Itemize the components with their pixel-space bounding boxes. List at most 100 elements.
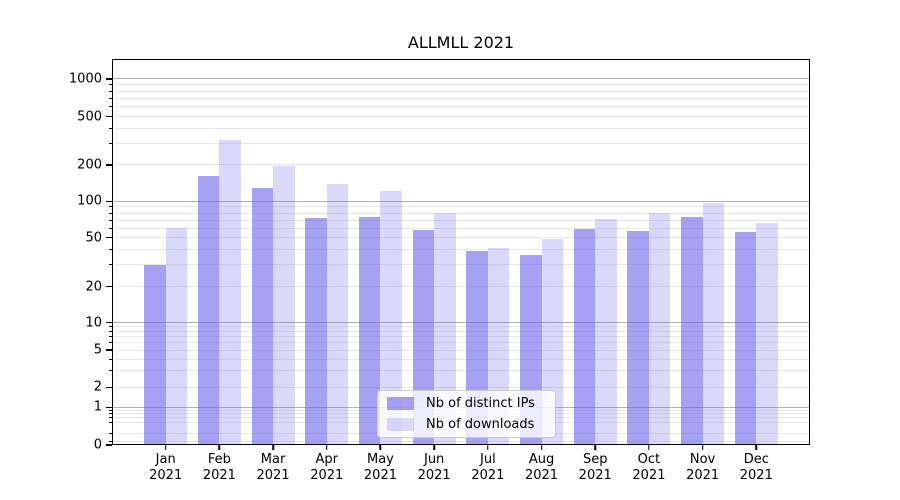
gridline-minor <box>112 84 810 86</box>
bar-downloads-may <box>380 191 402 445</box>
x-label-month: Jul <box>480 452 496 467</box>
gridline <box>112 116 810 118</box>
x-axis-tick-label: Oct 2021 <box>617 452 681 484</box>
gridline-minor <box>112 358 810 360</box>
bar-ips-feb <box>197 176 220 445</box>
gridline-minor <box>112 342 810 344</box>
y-axis-minor-tick <box>108 206 112 208</box>
x-label-year: 2021 <box>578 468 612 483</box>
x-axis-tick <box>326 445 328 450</box>
x-label-year: 2021 <box>524 468 559 483</box>
gridline-minor <box>112 249 810 251</box>
x-axis-tick <box>594 445 596 450</box>
gridline-major <box>112 322 810 324</box>
gridline-minor <box>112 106 810 108</box>
x-axis-tick <box>701 445 704 450</box>
x-label-month: Oct <box>637 452 661 467</box>
y-axis-minor-tick <box>108 331 112 332</box>
y-axis-tick <box>105 349 112 351</box>
y-axis-tick-label: 5 <box>93 342 102 358</box>
y-axis-minor-tick <box>108 249 112 251</box>
legend: Nb of distinct IPs Nb of downloads <box>377 390 556 438</box>
legend-item-distinct-ips: Nb of distinct IPs <box>387 395 546 412</box>
x-axis-tick-label: Aug 2021 <box>510 452 574 484</box>
y-axis-tick <box>105 406 112 409</box>
y-axis-tick <box>105 444 112 446</box>
y-axis-tick-label: 20 <box>85 279 102 295</box>
y-axis-minor-tick <box>108 264 112 266</box>
y-axis-minor-tick <box>108 441 112 443</box>
bar-downloads-mar <box>273 166 295 445</box>
y-axis-tick-label: 0 <box>93 437 102 453</box>
bar-ips-nov <box>681 217 703 445</box>
y-axis-minor-tick <box>108 106 112 108</box>
y-axis-tick <box>105 164 112 166</box>
bar-ips-mar <box>251 188 274 445</box>
y-axis-minor-tick <box>108 227 112 229</box>
y-axis-minor-tick <box>108 127 112 129</box>
gridline-minor <box>112 336 810 338</box>
y-axis-minor-tick <box>108 421 112 423</box>
gridline-minor <box>112 206 810 208</box>
x-label-month: Apr <box>315 452 339 467</box>
y-axis-tick-label: 10 <box>85 315 102 331</box>
y-axis-minor-tick <box>108 326 112 328</box>
y-axis-tick-label: 50 <box>85 230 102 246</box>
gridline-major <box>112 200 810 202</box>
bar-downloads-dec <box>756 223 778 445</box>
bar-ips-sep <box>573 229 596 445</box>
x-label-year: 2021 <box>471 468 505 483</box>
x-label-month: Nov <box>689 452 716 467</box>
y-axis-tick-label: 1 <box>93 399 102 415</box>
y-axis-minor-tick <box>108 143 112 145</box>
x-axis-tick <box>379 445 382 450</box>
y-axis-minor-tick <box>108 90 112 92</box>
y-axis-tick <box>105 386 112 389</box>
y-axis-tick-label: 1000 <box>68 71 102 87</box>
x-label-month: Mar <box>260 452 286 467</box>
gridline <box>112 386 810 388</box>
x-label-year: 2021 <box>202 468 236 483</box>
bar-ips-dec <box>734 231 757 445</box>
x-axis-tick-label: Apr 2021 <box>295 452 359 484</box>
x-axis-tick <box>540 445 543 450</box>
chart-title: ALLMLL 2021 <box>407 33 515 52</box>
x-label-year: 2021 <box>363 468 397 483</box>
y-axis-minor-tick <box>108 409 112 411</box>
plot-area: 1000 500 200 100 50 20 10 5 2 1 0 Jan 2021 Feb 2021 Mar… <box>69 59 810 483</box>
y-axis-minor-tick <box>108 417 112 419</box>
x-label-month: Jun <box>423 452 445 467</box>
legend-label-downloads: Nb of downloads <box>426 417 535 432</box>
x-axis-tick <box>218 445 221 450</box>
gridline <box>112 164 810 166</box>
y-axis-minor-tick <box>108 433 112 435</box>
bar-downloads-sep <box>595 219 617 445</box>
x-label-year: 2021 <box>310 468 344 483</box>
x-label-year: 2021 <box>417 468 451 483</box>
legend-label-distinct-ips: Nb of distinct IPs <box>426 396 535 411</box>
x-axis-tick-label: May 2021 <box>348 452 412 484</box>
gridline-minor <box>112 326 810 328</box>
bar-downloads-jun <box>434 213 456 445</box>
y-axis-tick-label: 100 <box>77 193 102 209</box>
gridline-minor <box>112 90 810 92</box>
y-axis-minor-tick <box>108 413 112 415</box>
bar-downloads-apr <box>326 183 349 445</box>
x-axis-tick-label: Nov 2021 <box>671 452 735 484</box>
x-axis-tick-label: Jan 2021 <box>134 452 198 484</box>
y-axis-tick <box>105 78 112 80</box>
bar-downloads-oct <box>648 213 671 445</box>
x-axis-tick-label: Sep 2021 <box>563 452 627 484</box>
gridline-minor <box>112 97 810 99</box>
x-axis-tick-label: Mar 2021 <box>241 452 305 484</box>
bar-ips-oct <box>627 230 649 445</box>
y-axis-tick-label: 200 <box>77 157 102 173</box>
y-axis-tick <box>105 200 112 203</box>
gridline <box>112 349 810 351</box>
x-label-month: Dec <box>743 452 769 467</box>
x-label-month: Feb <box>207 452 231 467</box>
y-axis-tick-label: 500 <box>77 109 102 125</box>
x-axis-tick <box>648 445 650 450</box>
bar-downloads-jan <box>165 228 188 445</box>
y-axis-minor-tick <box>108 97 112 99</box>
